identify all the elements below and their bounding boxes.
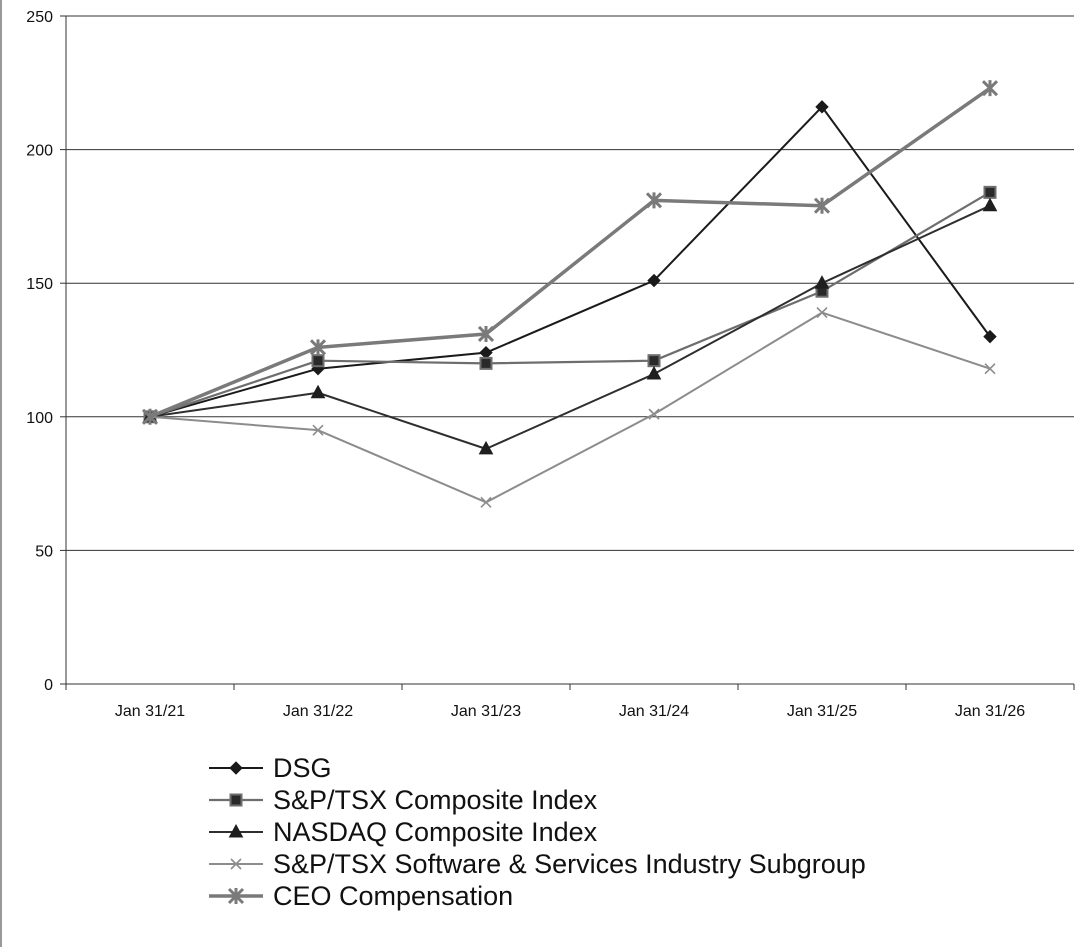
- x-tick-label: Jan 31/24: [619, 703, 689, 720]
- legend-marker: [229, 761, 243, 775]
- series-line-s-p-tsx-software-services-industry-subgroup: [149, 311, 991, 504]
- series-line-dsg: [149, 105, 991, 418]
- x-tick-label: Jan 31/26: [955, 703, 1025, 720]
- data-point-dsg: [815, 100, 829, 114]
- series-ceo-compensation: [141, 80, 999, 425]
- data-point-nasdaq-composite-index: [646, 365, 662, 380]
- data-point-ceo-compensation: [141, 408, 159, 425]
- y-tick-label: 200: [26, 143, 53, 160]
- data-point-nasdaq-composite-index: [982, 197, 998, 212]
- data-point-ceo-compensation: [309, 339, 327, 356]
- legend-item-dsg: DSG: [209, 753, 332, 783]
- legend-item-s-p-tsx-composite-index: S&P/TSX Composite Index: [209, 785, 598, 815]
- legend-marker: [227, 887, 245, 905]
- data-point-ceo-compensation: [813, 197, 831, 214]
- data-point-ceo-compensation: [981, 80, 999, 97]
- data-point-s-p-tsx-software-services-industry-subgroup: [312, 424, 324, 436]
- x-tick-label: Jan 31/23: [451, 703, 521, 720]
- legend-label: CEO Compensation: [273, 881, 513, 911]
- data-point-s-p-tsx-software-services-industry-subgroup: [816, 307, 828, 319]
- series-layer: [141, 80, 999, 508]
- data-point-dsg: [983, 329, 997, 344]
- legend-label: DSG: [273, 753, 332, 783]
- y-tick-label: 100: [26, 410, 53, 427]
- data-point-dsg: [647, 273, 661, 288]
- data-point-s-p-tsx-composite-index: [647, 354, 661, 368]
- data-point-s-p-tsx-composite-index: [479, 356, 493, 370]
- legend-item-s-p-tsx-software-services-industry-subgroup: S&P/TSX Software & Services Industry Sub…: [209, 849, 866, 879]
- series-line-s-p-tsx-composite-index: [149, 191, 991, 418]
- y-tick-label: 0: [44, 677, 53, 694]
- series-nasdaq-composite-index: [142, 197, 998, 455]
- legend-marker: [229, 793, 243, 807]
- legend-label: S&P/TSX Composite Index: [273, 785, 598, 815]
- x-tick-label: Jan 31/21: [115, 703, 185, 720]
- legend-item-nasdaq-composite-index: NASDAQ Composite Index: [209, 817, 598, 847]
- axes: 0 50 100 150 200 250 Jan 31/21 Jan 31/22 Jan 31/…: [26, 9, 1075, 720]
- y-tick-label: 50: [35, 543, 53, 560]
- legend-item-ceo-compensation: CEO Compensation: [209, 881, 513, 911]
- data-point-ceo-compensation: [645, 192, 663, 209]
- series-line-ceo-compensation: [149, 86, 992, 419]
- y-tick-label: 250: [26, 9, 53, 26]
- legend-marker: [230, 858, 242, 870]
- data-point-nasdaq-composite-index: [478, 440, 494, 455]
- data-point-nasdaq-composite-index: [310, 384, 326, 399]
- data-point-s-p-tsx-composite-index: [983, 185, 997, 199]
- data-point-s-p-tsx-software-services-industry-subgroup: [648, 408, 660, 420]
- legend-marker: [228, 823, 244, 838]
- data-point-nasdaq-composite-index: [814, 275, 830, 289]
- y-tick-label: 150: [26, 276, 53, 293]
- gridlines: [66, 15, 1074, 551]
- data-point-ceo-compensation: [477, 325, 495, 343]
- legend-label: S&P/TSX Software & Services Industry Sub…: [273, 849, 866, 879]
- series-s-p-tsx-software-services-industry-subgroup: [144, 307, 996, 508]
- x-tick-label: Jan 31/22: [283, 703, 353, 720]
- data-point-s-p-tsx-software-services-industry-subgroup: [480, 496, 492, 508]
- legend-label: NASDAQ Composite Index: [273, 817, 598, 847]
- data-point-s-p-tsx-composite-index: [311, 354, 325, 368]
- series-line-nasdaq-composite-index: [149, 204, 991, 450]
- series-s-p-tsx-composite-index: [143, 185, 997, 424]
- data-point-s-p-tsx-software-services-industry-subgroup: [984, 363, 996, 375]
- x-tick-label: Jan 31/25: [787, 703, 857, 720]
